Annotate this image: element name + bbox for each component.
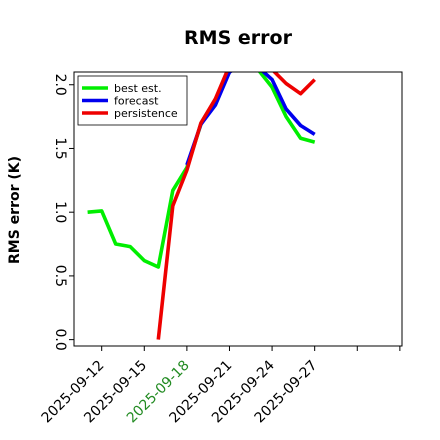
- plot-frame: [73, 71, 403, 347]
- y-tick-label: 0.5: [52, 265, 68, 287]
- legend-label: best est.: [114, 82, 162, 95]
- x-ticks: 2025-09-122025-09-152025-09-182025-09-21…: [39, 346, 401, 426]
- legend-label: persistence: [114, 107, 178, 120]
- y-tick-label: 2.0: [52, 74, 68, 96]
- series-line-forecast: [185, 72, 316, 166]
- y-tick-label: 1.0: [52, 201, 68, 223]
- legend-label: forecast: [114, 95, 159, 108]
- series-line-persistence: [156, 72, 316, 340]
- y-ticks: 0.0 0.5 1.0 1.5 2.0: [52, 74, 74, 351]
- legend-box: [77, 75, 188, 126]
- y-tick-label: 0.0: [52, 328, 68, 350]
- chart-title: RMS error: [184, 27, 293, 49]
- y-tick-label: 1.5: [52, 137, 68, 159]
- y-axis-label: RMS error (K): [7, 156, 23, 264]
- series-layer: [87, 72, 316, 340]
